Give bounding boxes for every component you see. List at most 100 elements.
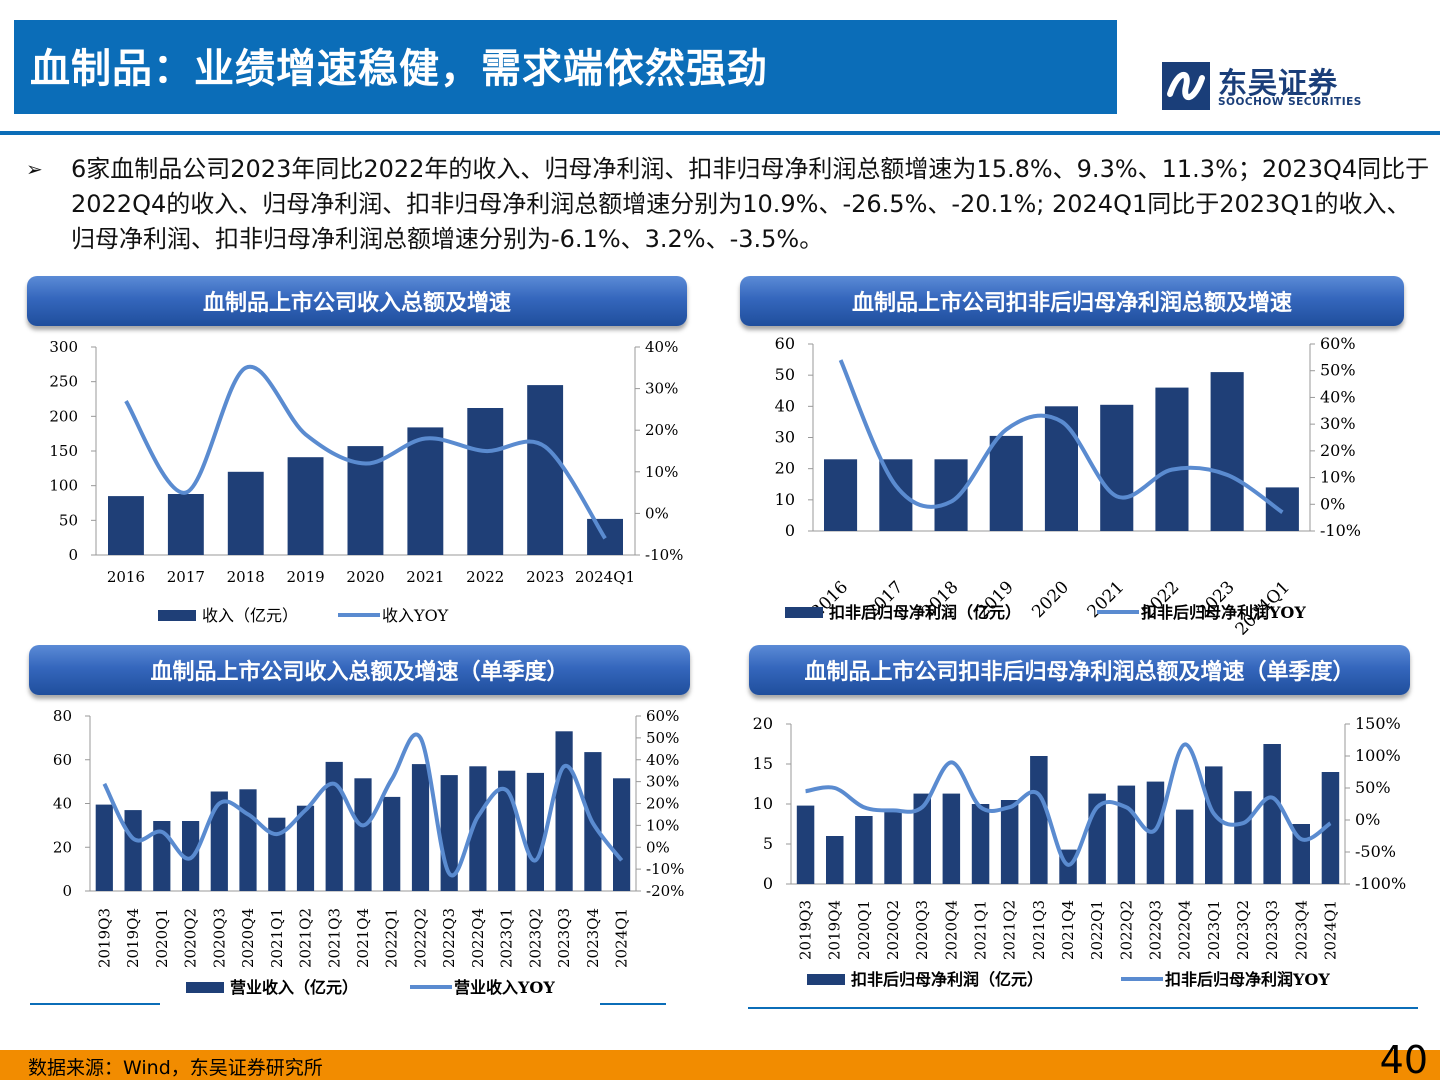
page-title: 血制品：业绩增速稳健，需求端依然强劲 [30,36,768,94]
bar [855,816,873,884]
x-tick-label: 2023 [526,568,564,586]
y-left-tick-label: 200 [49,407,78,425]
bar [288,457,324,555]
bar [527,773,544,891]
y-right-tick-label: -100% [1355,874,1406,893]
x-tick-label: 2021Q1 [972,900,990,960]
bar [935,459,968,531]
legend-line-label: 收入YOY [382,606,449,625]
y-right-tick-label: 40% [645,338,678,356]
y-left-tick-label: 250 [49,373,78,391]
x-tick-label: 2022Q1 [1088,900,1106,960]
bar [1234,791,1252,884]
y-left-tick-label: 60 [53,751,72,769]
x-tick-label: 2020Q3 [913,900,931,960]
y-right-tick-label: 0% [646,838,670,856]
x-tick-label: 2020Q1 [855,900,873,960]
x-tick-label: 2024Q1 [613,908,631,968]
y-left-tick-label: 0 [62,882,72,900]
y-left-tick-label: 15 [753,754,773,773]
bar [943,794,961,884]
bar [125,810,142,891]
x-tick-label: 2019Q3 [797,900,815,960]
legend-bar-swatch [807,974,845,985]
y-right-tick-label: 10% [1320,468,1356,487]
bar [1118,786,1136,884]
x-tick-label: 2023Q3 [555,908,573,968]
chart-svg: 30025020015010050040%30%20%10%0%-10%2016… [30,333,690,633]
y-left-tick-label: 20 [775,459,795,478]
x-tick-label: 2021 [406,568,444,586]
bullet-arrow-icon: ➢ [26,152,43,187]
bar [407,427,443,555]
x-tick-label: 2022Q2 [411,908,429,968]
x-tick-label: 2020Q3 [210,908,228,968]
y-left-tick-label: 300 [49,338,78,356]
x-tick-label: 2020Q2 [182,908,200,968]
y-right-tick-label: -10% [645,546,683,564]
bar [1100,405,1133,531]
bar [613,778,630,891]
legend-bar-label: 收入（亿元） [202,606,298,625]
legend-bar-swatch [186,982,224,993]
x-tick-label: 2021Q4 [1059,900,1077,960]
y-left-tick-label: 10 [753,794,773,813]
title-bar: 血制品：业绩增速稳健，需求端依然强劲 [14,20,1117,114]
bar [1155,388,1188,531]
bar [1263,744,1281,884]
bar [168,494,204,555]
x-tick-label: 2020Q4 [239,908,257,968]
legend-bar-label: 扣非后归母净利润（亿元） [851,970,1043,989]
bar [1030,756,1048,884]
x-tick-label: 2023Q4 [584,908,602,968]
y-left-tick-label: 40 [775,396,795,415]
x-tick-label: 2022Q4 [1176,900,1194,960]
bar [1211,372,1244,531]
x-tick-label: 2020 [1028,577,1073,622]
bar [354,778,371,891]
chart-svg: 80604020060%50%40%30%20%10%0%-10%-20%201… [30,700,690,1005]
y-right-tick-label: 50% [1355,778,1391,797]
y-right-tick-label: 150% [1355,714,1401,733]
y-left-tick-label: 0 [785,521,795,540]
header-divider [0,131,1440,135]
y-left-tick-label: 5 [763,834,773,853]
data-source: 数据来源：Wind，东吴证券研究所 [28,1053,323,1080]
x-tick-label: 2023Q3 [1263,900,1281,960]
y-left-tick-label: 0 [763,874,773,893]
x-tick-label: 2020Q1 [153,908,171,968]
x-tick-label: 2020 [346,568,384,586]
bar [383,797,400,891]
bar [990,436,1023,531]
legend-bar-label: 营业收入（亿元） [230,978,358,997]
bar [1045,406,1078,531]
chart-2-title: 血制品上市公司扣非后归母净利润总额及增速 [740,276,1404,326]
x-tick-label: 2022 [466,568,504,586]
bar [239,789,256,891]
y-right-tick-label: -50% [1355,842,1396,861]
y-right-tick-label: 20% [646,795,679,813]
y-right-tick-label: 0% [1355,810,1380,829]
x-tick-label: 2019 [287,568,325,586]
y-right-tick-label: -20% [646,882,684,900]
y-right-tick-label: 30% [645,380,678,398]
x-tick-label: 2021Q2 [297,908,315,968]
bottom-rule-right [600,1003,666,1005]
bottom-rule-left [30,1003,160,1005]
y-left-tick-label: 80 [53,707,72,725]
bar [826,836,844,884]
y-left-tick-label: 150 [49,442,78,460]
y-right-tick-label: 50% [646,729,679,747]
x-tick-label: 2019Q4 [124,908,142,968]
x-tick-label: 2023Q2 [526,908,544,968]
y-right-tick-label: 50% [1320,361,1356,380]
logo-name-en: SOOCHOW SECURITIES [1218,96,1362,108]
y-left-tick-label: 10 [775,490,795,509]
x-tick-label: 2023Q1 [498,908,516,968]
y-left-tick-label: 50 [59,511,78,529]
bottom-rule-chart4 [748,1007,1418,1009]
